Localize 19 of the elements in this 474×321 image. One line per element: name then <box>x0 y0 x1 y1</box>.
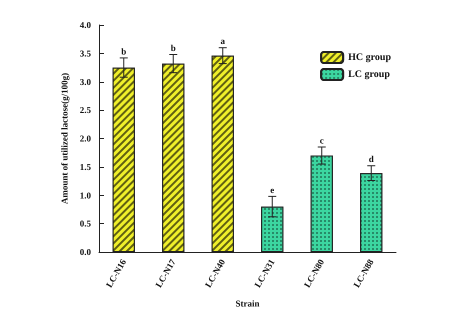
annotation: e <box>270 184 274 195</box>
y-tick-label: 3.0 <box>80 76 92 87</box>
annotation: b <box>170 43 176 54</box>
annotation: b <box>121 46 126 56</box>
annotation: a <box>220 36 226 46</box>
y-tick-label: 3.5 <box>80 48 92 58</box>
annotation: c <box>320 136 324 146</box>
annotation: d <box>368 154 374 164</box>
y-tick-label: 0.0 <box>80 247 92 257</box>
legend-label: HC group <box>348 52 392 63</box>
y-tick-label: 1.5 <box>80 162 92 172</box>
y-axis-title: Amount of utilized lactose(g/100g) <box>59 72 70 204</box>
y-tick-label: 2.5 <box>80 105 92 116</box>
y-tick-label: 1.0 <box>80 190 92 200</box>
y-tick-label: 0.5 <box>80 218 92 229</box>
y-tick-label: 2.0 <box>80 134 92 144</box>
x-axis-title: Strain <box>235 298 260 308</box>
y-tick-label: 4.0 <box>80 20 92 30</box>
legend-label: LC group <box>348 69 390 80</box>
